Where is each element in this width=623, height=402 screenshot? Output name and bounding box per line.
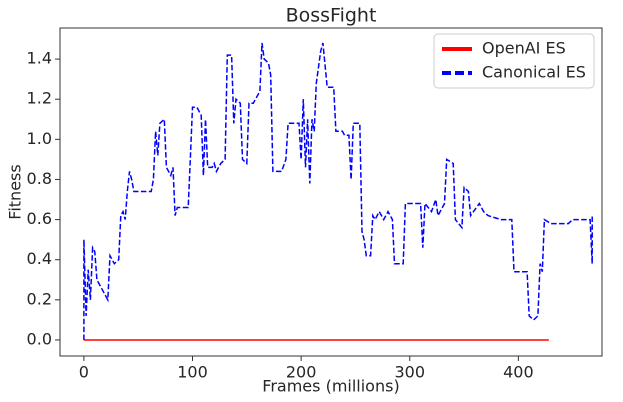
x-tick-label: 200 [286,363,317,382]
x-tick-label: 0 [79,363,89,382]
y-tick-label: 1.2 [27,89,52,108]
y-tick-label: 0.4 [27,249,52,268]
legend-label: OpenAI ES [482,39,566,58]
y-tick-label: 1.0 [27,129,52,148]
y-tick-label: 0.0 [27,329,52,348]
x-tick-label: 400 [503,363,534,382]
x-tick-label: 300 [394,363,425,382]
y-tick-label: 0.6 [27,209,52,228]
y-tick-label: 0.2 [27,289,52,308]
x-tick-label: 100 [177,363,208,382]
legend-label: Canonical ES [482,63,586,82]
chart-title: BossFight [286,5,377,27]
data-line [83,42,593,340]
legend-box [433,33,595,89]
y-tick-label: 0.8 [27,169,52,188]
y-tick-label: 1.4 [27,49,52,68]
y-axis-label: Fitness [6,164,25,219]
x-axis-label: Frames (millions) [262,377,399,396]
plot-frame [59,27,603,357]
